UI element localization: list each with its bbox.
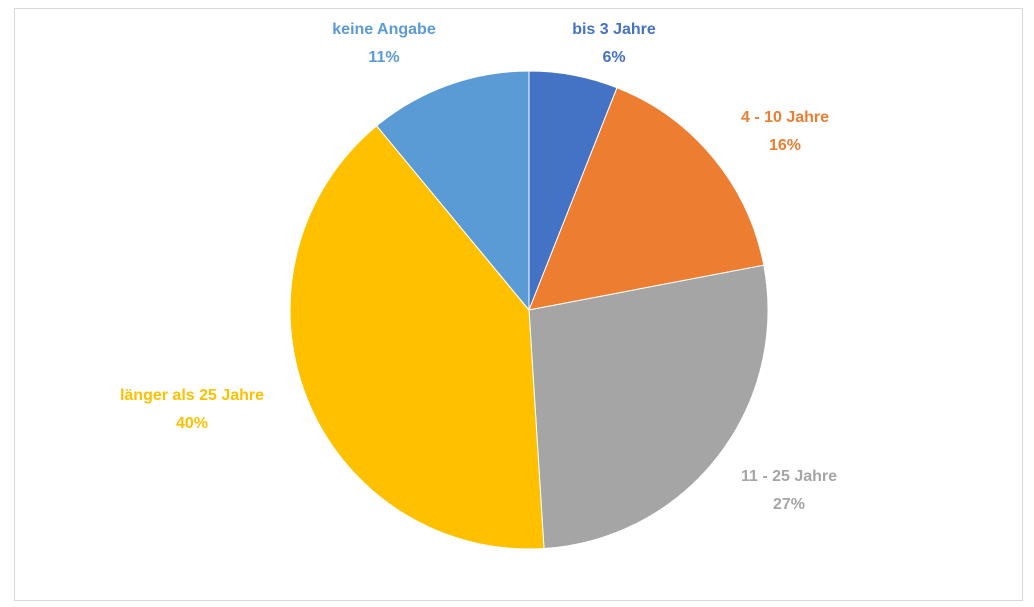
slice-category-label: keine Angabe — [332, 21, 436, 38]
slice-value-label: 27% — [773, 496, 805, 513]
pie-slice — [528, 87, 765, 311]
slice-value-label: 6% — [602, 49, 625, 66]
pie-slice — [289, 125, 545, 550]
slice-value-label: 40% — [176, 415, 208, 432]
slice-value-label: 11% — [368, 49, 399, 66]
slice-value-label: 16% — [769, 137, 801, 154]
slice-category-label: 11 - 25 Jahre — [741, 468, 837, 485]
slice-category-label: 4 - 10 Jahre — [741, 109, 829, 126]
pie-slice — [375, 70, 530, 312]
pie-slice — [528, 264, 769, 550]
slice-category-label: bis 3 Jahre — [572, 21, 656, 38]
slice-category-label: länger als 25 Jahre — [120, 387, 264, 404]
